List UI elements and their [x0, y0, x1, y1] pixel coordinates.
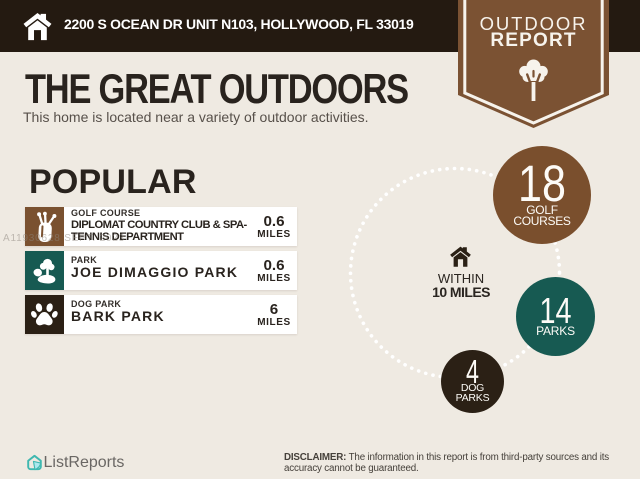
listreports-brand: ListReports [43, 453, 125, 471]
tree-icon [519, 59, 548, 101]
place-card-golf-course: GOLF COURSE DIPLOMAT COUNTRY CLUB & SPA-… [25, 207, 297, 246]
distance-unit: MILES [257, 272, 291, 284]
park-count: 14 [539, 290, 572, 332]
property-address: 2200 S OCEAN DR UNIT N103, HOLLYWOOD, FL… [64, 16, 414, 32]
place-name-line2: TENNIS DEPARTMENT [71, 230, 184, 243]
paw-glyph [31, 303, 58, 326]
page-title: THE GREAT OUTDOORS [25, 65, 409, 112]
place-distance: 0.6 MILES [251, 207, 297, 246]
page-subtitle: This home is located near a variety of o… [23, 109, 369, 125]
home-icon [23, 13, 52, 41]
golf-label-line1: GOLF [526, 203, 558, 218]
distance-unit: MILES [257, 228, 291, 240]
place-name: JOE DIMAGGIO PARK [71, 263, 239, 280]
park-count-bubble: 14 PARKS [516, 277, 595, 356]
place-info: GOLF COURSE DIPLOMAT COUNTRY CLUB & SPA-… [64, 207, 251, 246]
dog-label-line1: DOG [460, 381, 485, 394]
place-info: DOG PARK BARK PARK [64, 295, 251, 334]
place-distance: 0.6 MILES [251, 251, 297, 290]
golf-count: 18 [518, 155, 566, 213]
place-category: PARK [71, 254, 98, 265]
paw-icon [25, 295, 64, 334]
dog-count-label: DOG PARKS [441, 381, 504, 404]
within-label: WITHIN [437, 270, 485, 286]
distance-value: 0.6 [263, 213, 285, 230]
badge-line2: REPORT [490, 30, 577, 51]
badge-line1: OUTDOOR [479, 12, 588, 34]
popular-heading: POPULAR [29, 163, 197, 201]
place-category: DOG PARK [71, 298, 122, 309]
place-card-park: PARK JOE DIMAGGIO PARK 0.6 MILES [25, 251, 297, 290]
disclaimer: DISCLAIMER: The information in this repo… [284, 453, 624, 474]
disclaimer-label: DISCLAIMER: [284, 452, 347, 464]
listreports-logo-icon [27, 454, 42, 471]
place-name: BARK PARK [71, 307, 165, 324]
distance-value: 6 [269, 301, 279, 318]
disclaimer-text: The information in this report is from t… [284, 452, 609, 474]
badge-text: OUTDOOR REPORT [458, 12, 609, 51]
distance-unit: MILES [257, 316, 291, 328]
dog-label-line2: PARKS [455, 391, 490, 404]
outdoor-report-badge [458, 0, 609, 128]
park-tree-glyph [33, 258, 56, 284]
place-name-line1: DIPLOMAT COUNTRY CLUB & SPA- [71, 218, 247, 231]
golf-count-label: GOLF COURSES [493, 203, 591, 229]
place-info: PARK JOE DIMAGGIO PARK [64, 251, 251, 290]
golf-bag-glyph [36, 211, 56, 242]
park-count-label: PARKS [536, 323, 575, 338]
golf-count-bubble: 18 GOLF COURSES [493, 146, 591, 244]
center-home-icon [450, 246, 471, 267]
golf-bag-icon [25, 207, 64, 246]
dog-count-bubble: 4 DOG PARKS [441, 350, 504, 413]
place-name: DIPLOMAT COUNTRY CLUB & SPA- TENNIS DEPAR… [71, 219, 251, 243]
place-distance: 6 MILES [251, 295, 297, 334]
place-category: GOLF COURSE [71, 207, 141, 218]
dog-count: 4 [466, 353, 479, 391]
distance-value: 0.6 [263, 257, 285, 274]
mls-watermark: A11930628 SEPT. 2023 [3, 232, 126, 244]
place-card-dog-park: DOG PARK BARK PARK 6 MILES [25, 295, 297, 334]
park-tree-icon [25, 251, 64, 290]
golf-label-line2: COURSES [513, 214, 571, 229]
within-miles-label: 10 MILES [432, 284, 490, 301]
